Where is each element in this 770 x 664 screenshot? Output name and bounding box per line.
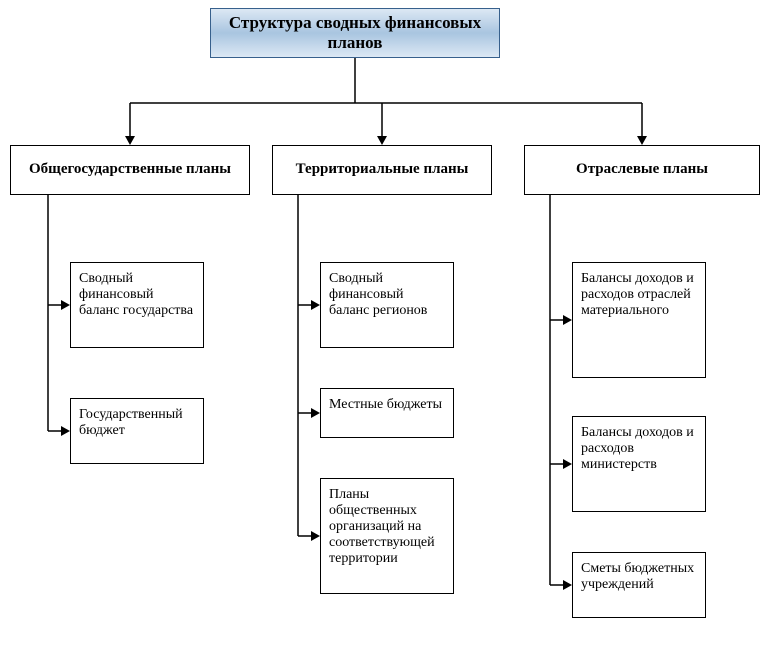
item-node: Государственный бюджет: [70, 398, 204, 464]
item-node: Балансы доходов и расходов отраслей мате…: [572, 262, 706, 378]
category-node: Территориальные планы: [272, 145, 492, 195]
item-node: Планы общественных организаций на соотве…: [320, 478, 454, 594]
category-node: Общегосударственные планы: [10, 145, 250, 195]
root-node: Структура сводных финансовых планов: [210, 8, 500, 58]
item-node: Балансы доходов и расходов министерств: [572, 416, 706, 512]
item-node: Сметы бюджетных учреждений: [572, 552, 706, 618]
category-node: Отраслевые планы: [524, 145, 760, 195]
item-node: Местные бюджеты: [320, 388, 454, 438]
item-node: Сводный финансовый баланс государства: [70, 262, 204, 348]
item-node: Сводный финансовый баланс регионов: [320, 262, 454, 348]
